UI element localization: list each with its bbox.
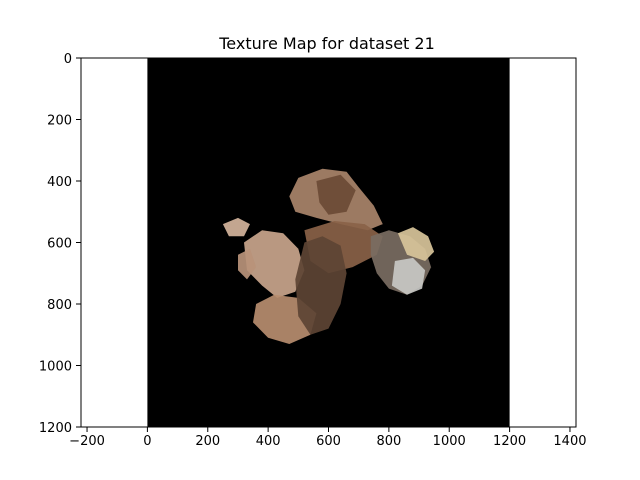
axes: −200 0 200 400 600 800 1000 1200 1400 0 200 400 600 8… [39, 52, 587, 449]
y-tick-label: 200 [47, 114, 72, 129]
y-tick-label: 1000 [39, 360, 72, 375]
x-tick-label: −200 [69, 434, 105, 449]
y-tick-label: 400 [47, 175, 72, 190]
chart-title: Texture Map for dataset 21 [218, 34, 435, 53]
x-tick-label: 400 [256, 434, 281, 449]
texture-region [238, 248, 257, 280]
x-tick-label: 1400 [553, 434, 586, 449]
y-tick-label: 800 [47, 298, 72, 313]
x-tick-label: 600 [316, 434, 341, 449]
x-tick-label: 1200 [493, 434, 526, 449]
x-tick-label: 1000 [433, 434, 466, 449]
texture-region [244, 230, 305, 298]
y-tick-label: 1200 [39, 421, 72, 436]
texture-region [222, 217, 250, 237]
texture-region [397, 227, 435, 261]
y-tick-label: 600 [47, 237, 72, 252]
x-tick-label: 800 [376, 434, 401, 449]
texture-region [316, 174, 356, 215]
texture-region [391, 257, 426, 295]
y-tick-label: 0 [64, 52, 72, 67]
texture-region [295, 236, 347, 335]
x-tick-label: 200 [195, 434, 220, 449]
x-tick-label: 0 [143, 434, 151, 449]
